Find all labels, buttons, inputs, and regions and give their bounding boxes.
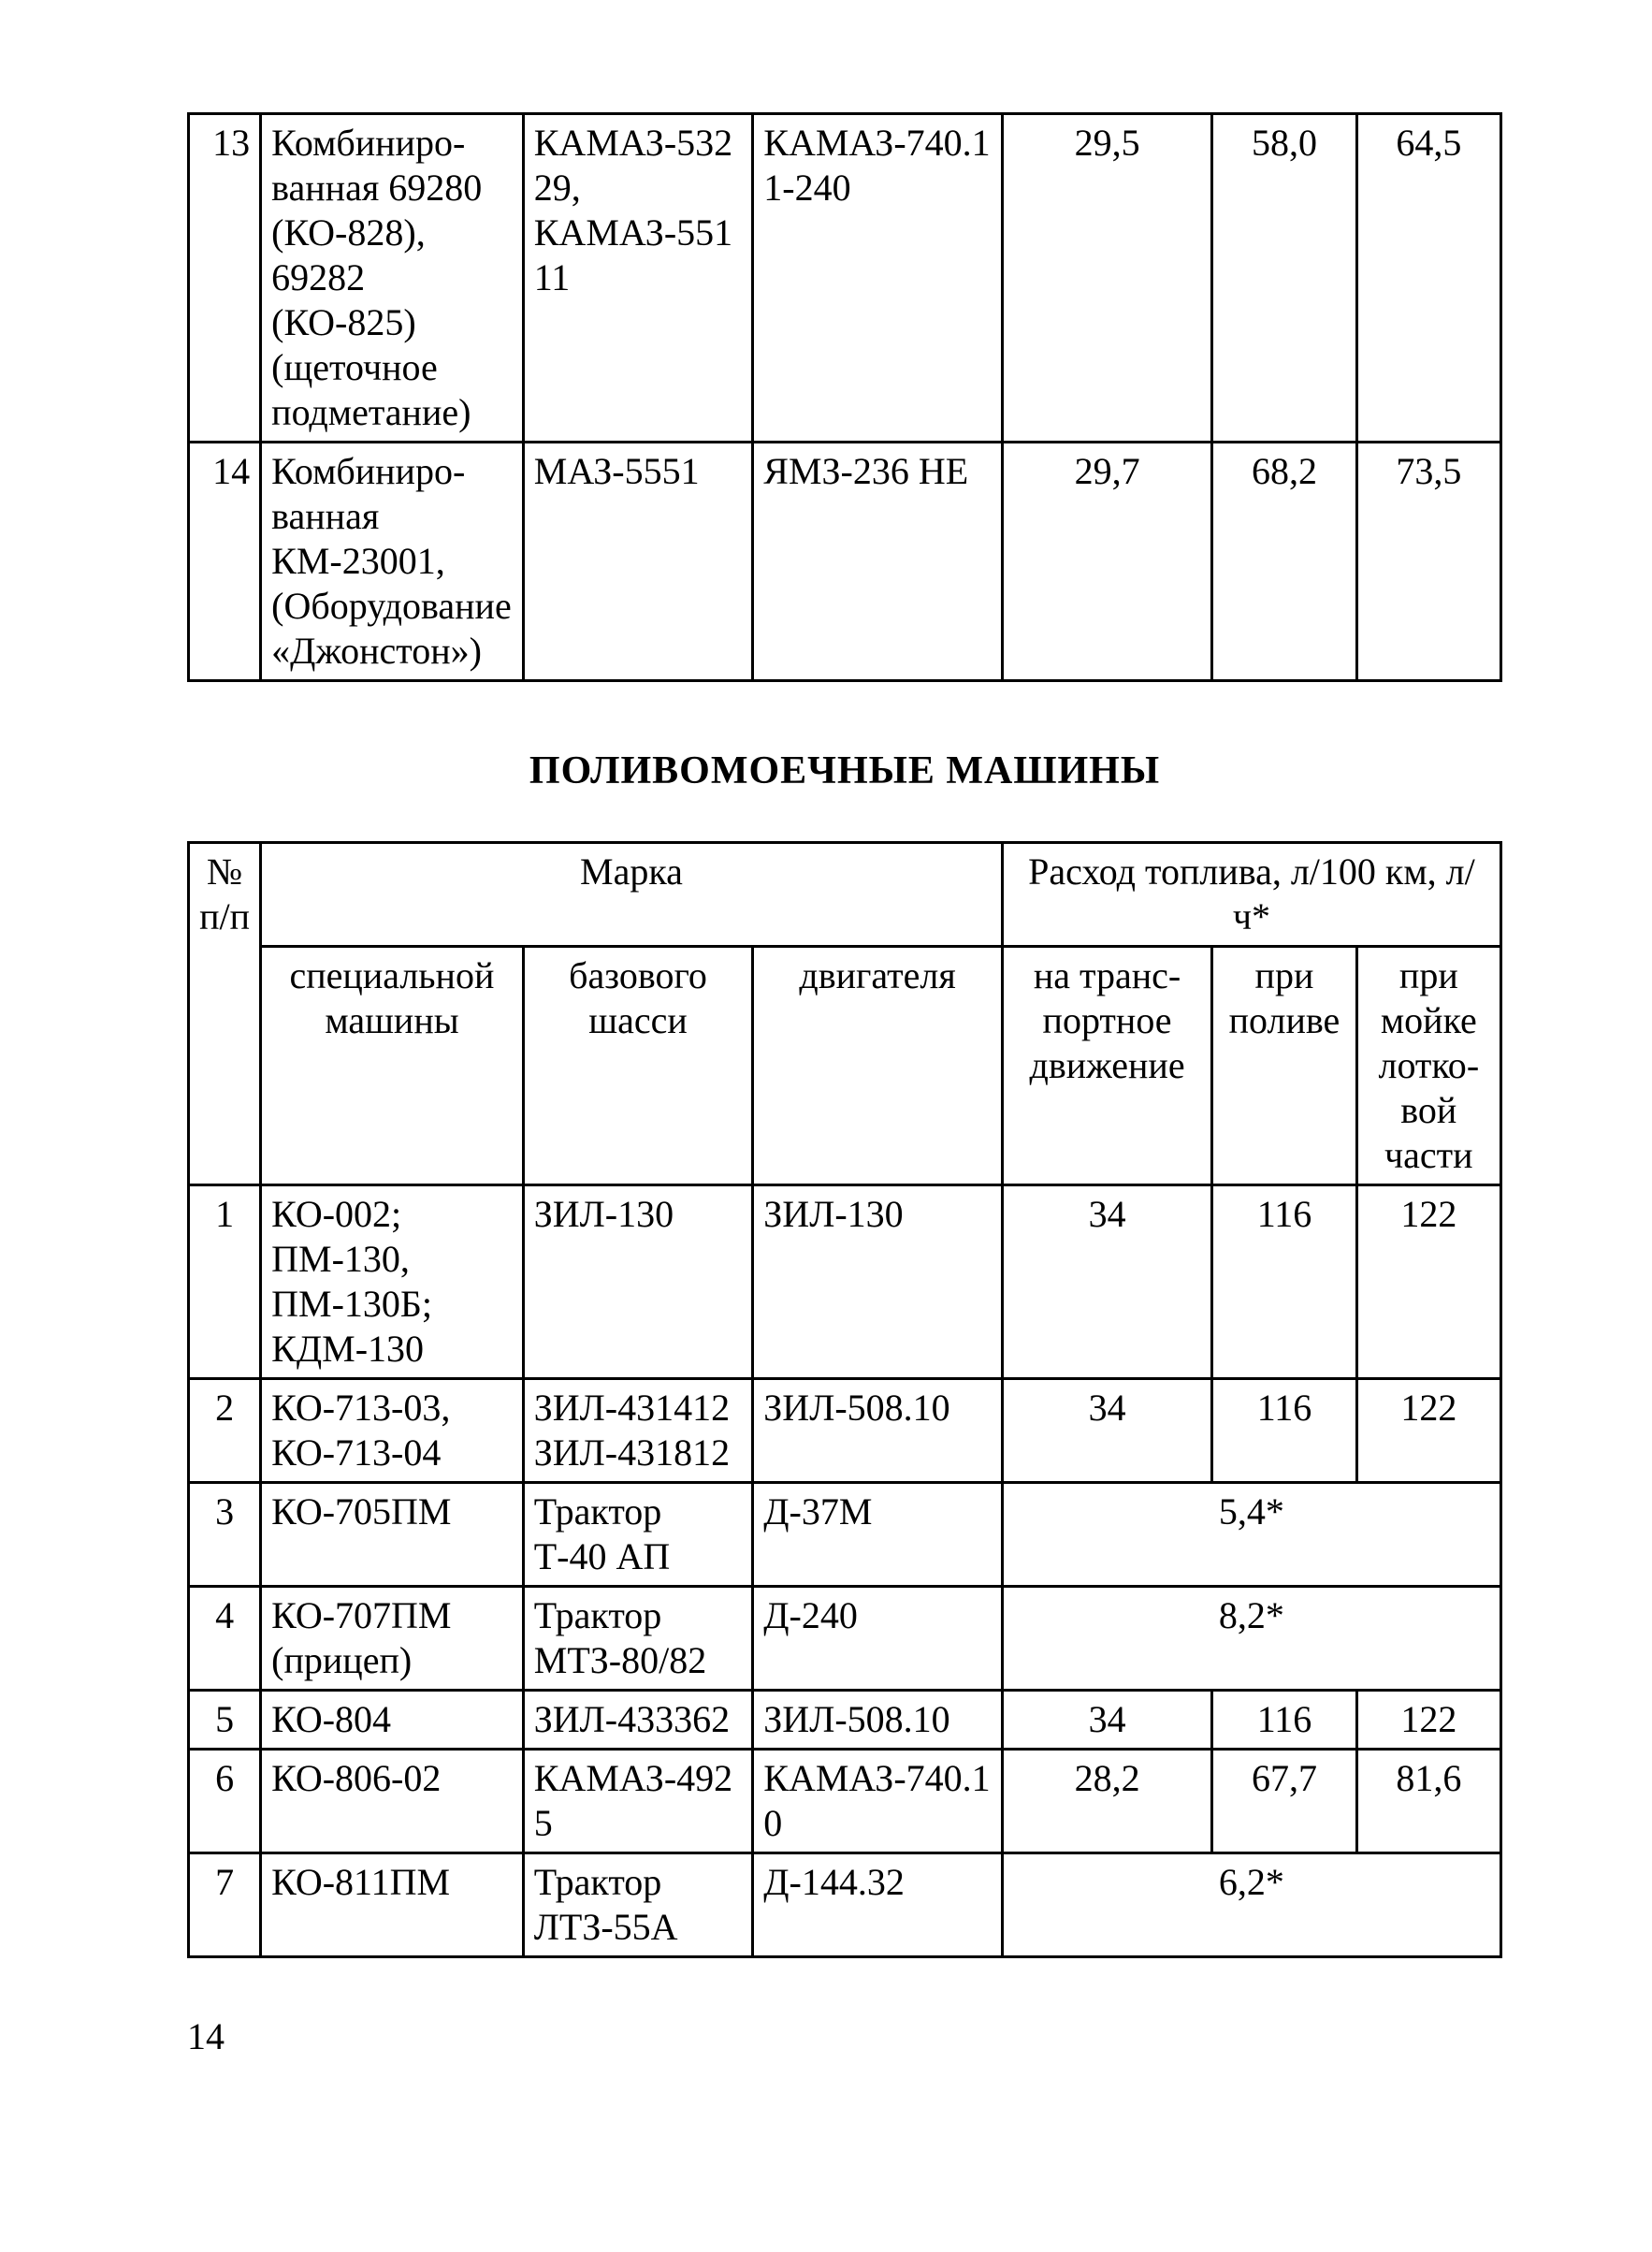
cell-chassis: КАМАЗ-53229, КАМАЗ-55111 — [523, 114, 753, 443]
cell-engine: КАМАЗ-740.10 — [753, 1750, 1003, 1853]
cell-chassis: Трактор ЛТЗ-55А — [523, 1853, 753, 1957]
col-chassis-header: базового шасси — [523, 947, 753, 1185]
cell-spec: КО-804 — [261, 1691, 524, 1750]
cell-spec: КО-707ПМ (прицеп) — [261, 1587, 524, 1691]
cell-spec: КО-002; ПМ-130, ПМ-130Б; КДМ-130 — [261, 1185, 524, 1379]
col-wash-header: при мойке лотко­вой части — [1356, 947, 1500, 1185]
cell-chassis: Трактор Т-40 АП — [523, 1483, 753, 1587]
cell-v1: 29,7 — [1002, 443, 1211, 681]
cell-spec: КО-806-02 — [261, 1750, 524, 1853]
row-num: 7 — [189, 1853, 261, 1957]
cell-merged-value: 5,4* — [1002, 1483, 1500, 1587]
col-num-header: № п/п — [189, 843, 261, 1185]
table-row: 3КО-705ПМТрактор Т-40 АПД-37М5,4* — [189, 1483, 1501, 1587]
row-num: 14 — [189, 443, 261, 681]
row-num: 4 — [189, 1587, 261, 1691]
col-spec-header: специальной машины — [261, 947, 524, 1185]
cell-v3: 122 — [1356, 1185, 1500, 1379]
table-row: 2КО-713-03, КО-713-04ЗИЛ-431412 ЗИЛ-4318… — [189, 1379, 1501, 1483]
table-row: 1КО-002; ПМ-130, ПМ-130Б; КДМ-130ЗИЛ-130… — [189, 1185, 1501, 1379]
cell-merged-value: 8,2* — [1002, 1587, 1500, 1691]
row-num: 6 — [189, 1750, 261, 1853]
cell-engine: Д-37М — [753, 1483, 1003, 1587]
col-poliv-header: при поливе — [1212, 947, 1356, 1185]
row-num: 5 — [189, 1691, 261, 1750]
cell-chassis: ЗИЛ-431412 ЗИЛ-431812 — [523, 1379, 753, 1483]
row-num: 13 — [189, 114, 261, 443]
col-fuel-header: Расход топлива, л/100 км, л/ч* — [1002, 843, 1500, 947]
cell-v3: 73,5 — [1356, 443, 1500, 681]
cell-v3: 122 — [1356, 1691, 1500, 1750]
table-row: 6КО-806-02КАМАЗ-4925КАМАЗ-740.1028,267,7… — [189, 1750, 1501, 1853]
polivo-table: № п/п Марка Расход топлива, л/100 км, л/… — [187, 841, 1502, 1958]
table-row: 7КО-811ПМТрактор ЛТЗ-55АД-144.326,2* — [189, 1853, 1501, 1957]
cell-v2: 116 — [1212, 1185, 1356, 1379]
cell-chassis: МАЗ-5551 — [523, 443, 753, 681]
cell-spec: КО-713-03, КО-713-04 — [261, 1379, 524, 1483]
row-num: 3 — [189, 1483, 261, 1587]
cell-v2: 68,2 — [1212, 443, 1356, 681]
cell-engine: ЯМЗ-236 НЕ — [753, 443, 1003, 681]
cell-v3: 81,6 — [1356, 1750, 1500, 1853]
cell-v2: 116 — [1212, 1691, 1356, 1750]
cell-v1: 34 — [1002, 1379, 1211, 1483]
row-num: 1 — [189, 1185, 261, 1379]
table-row: 13Комбиниро­ванная 69280 (КО-828), 69282… — [189, 114, 1501, 443]
top-continuation-table: 13Комбиниро­ванная 69280 (КО-828), 69282… — [187, 112, 1502, 682]
table-row: 4КО-707ПМ (прицеп)Трактор МТЗ-80/82Д-240… — [189, 1587, 1501, 1691]
cell-engine: ЗИЛ-130 — [753, 1185, 1003, 1379]
cell-spec: КО-705ПМ — [261, 1483, 524, 1587]
cell-chassis: КАМАЗ-4925 — [523, 1750, 753, 1853]
cell-merged-value: 6,2* — [1002, 1853, 1500, 1957]
cell-v1: 28,2 — [1002, 1750, 1211, 1853]
cell-v3: 122 — [1356, 1379, 1500, 1483]
cell-v1: 34 — [1002, 1691, 1211, 1750]
page-number: 14 — [187, 2014, 1502, 2059]
table-row: 5КО-804ЗИЛ-433362ЗИЛ-508.1034116122 — [189, 1691, 1501, 1750]
cell-v1: 29,5 — [1002, 114, 1211, 443]
col-engine-header: двигателя — [753, 947, 1003, 1185]
cell-engine: ЗИЛ-508.10 — [753, 1379, 1003, 1483]
cell-v2: 58,0 — [1212, 114, 1356, 443]
cell-chassis: Трактор МТЗ-80/82 — [523, 1587, 753, 1691]
col-transport-header: на транс­портное движение — [1002, 947, 1211, 1185]
cell-chassis: ЗИЛ-130 — [523, 1185, 753, 1379]
section-title: ПОЛИВОМОЕЧНЫЕ МАШИНЫ — [187, 748, 1502, 794]
cell-v1: 34 — [1002, 1185, 1211, 1379]
cell-engine: Д-144.32 — [753, 1853, 1003, 1957]
cell-v3: 64,5 — [1356, 114, 1500, 443]
cell-v2: 116 — [1212, 1379, 1356, 1483]
cell-chassis: ЗИЛ-433362 — [523, 1691, 753, 1750]
cell-spec: Комбиниро­ванная 69280 (КО-828), 69282 (… — [261, 114, 524, 443]
row-num: 2 — [189, 1379, 261, 1483]
cell-spec: КО-811ПМ — [261, 1853, 524, 1957]
cell-engine: ЗИЛ-508.10 — [753, 1691, 1003, 1750]
table-row: 14Комбиниро­ванная КМ-23001, (Оборудова­… — [189, 443, 1501, 681]
cell-engine: КАМАЗ-740.11-240 — [753, 114, 1003, 443]
cell-v2: 67,7 — [1212, 1750, 1356, 1853]
cell-engine: Д-240 — [753, 1587, 1003, 1691]
cell-spec: Комбиниро­ванная КМ-23001, (Оборудова­ни… — [261, 443, 524, 681]
col-mark-header: Марка — [261, 843, 1003, 947]
